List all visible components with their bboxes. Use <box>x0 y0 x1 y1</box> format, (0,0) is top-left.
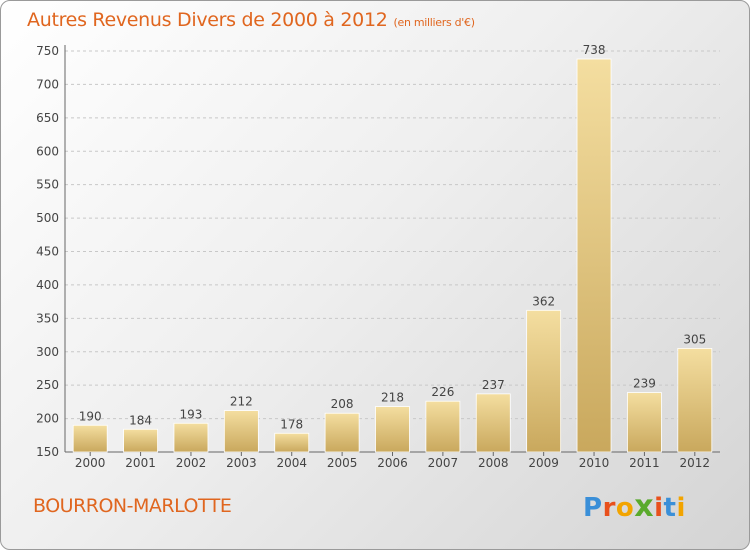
data-label: 218 <box>381 391 404 405</box>
y-tick-label: 400 <box>36 278 59 292</box>
bar <box>375 406 410 453</box>
y-tick-label: 550 <box>36 178 59 192</box>
x-tick-label: 2008 <box>478 456 509 470</box>
logo-letter: i <box>654 493 664 523</box>
data-label: 237 <box>482 378 505 392</box>
y-tick-label: 150 <box>36 445 59 459</box>
data-label: 305 <box>683 332 706 346</box>
y-tick-label: 700 <box>36 77 59 91</box>
y-tick-label: 300 <box>36 345 59 359</box>
data-label: 239 <box>633 377 656 391</box>
x-tick-label: 2000 <box>75 456 106 470</box>
x-tick-label: 2012 <box>680 456 711 470</box>
data-label: 226 <box>431 385 454 399</box>
logo-letter: P <box>583 493 603 523</box>
x-tick-label: 2011 <box>629 456 660 470</box>
data-label: 190 <box>79 409 102 423</box>
x-tick-label: 2001 <box>125 456 156 470</box>
data-label: 362 <box>532 294 555 308</box>
y-tick-label: 250 <box>36 378 59 392</box>
x-tick-label: 2006 <box>377 456 408 470</box>
y-tick-label: 350 <box>36 311 59 325</box>
x-tick-label: 2002 <box>176 456 207 470</box>
bar <box>324 412 360 453</box>
y-tick-label: 600 <box>36 144 59 158</box>
logo-letter: x <box>634 489 655 524</box>
logo-letter: o <box>615 493 635 523</box>
x-tick-label: 2005 <box>327 456 358 470</box>
bar <box>123 428 158 453</box>
y-tick-label: 200 <box>36 412 59 426</box>
data-label: 212 <box>230 395 253 409</box>
x-tick-label: 2007 <box>428 456 459 470</box>
y-tick-label: 650 <box>36 111 59 125</box>
bar <box>475 393 511 453</box>
bar <box>677 348 713 453</box>
chart-title: Autres Revenus Divers de 2000 à 2012 (en … <box>27 9 475 31</box>
location-label: BOURRON-MARLOTTE <box>33 495 232 517</box>
data-label: 738 <box>583 43 606 57</box>
data-label: 178 <box>280 417 303 431</box>
chart-title-text: Autres Revenus Divers de 2000 à 2012 <box>27 9 388 31</box>
chart-title-unit: (en milliers d'€) <box>393 16 475 29</box>
data-label: 184 <box>129 413 152 427</box>
y-tick-label: 500 <box>36 211 59 225</box>
y-tick-label: 750 <box>36 44 59 58</box>
bar <box>425 400 461 453</box>
data-label: 208 <box>331 397 354 411</box>
x-tick-label: 2009 <box>528 456 559 470</box>
bar <box>627 392 662 453</box>
bar <box>173 422 209 453</box>
bar <box>72 424 108 453</box>
bar <box>526 309 562 453</box>
bar <box>223 410 259 453</box>
x-tick-label: 2004 <box>276 456 307 470</box>
x-tick-label: 2003 <box>226 456 257 470</box>
data-label: 193 <box>180 407 203 421</box>
logo-letter: r <box>602 493 616 523</box>
proxiti-logo: Proxiti <box>583 489 686 524</box>
bar <box>274 432 310 453</box>
bar <box>576 58 612 453</box>
x-tick-label: 2010 <box>579 456 610 470</box>
y-tick-label: 450 <box>36 245 59 259</box>
logo-letter: i <box>676 493 686 523</box>
logo-letter: t <box>663 493 677 523</box>
